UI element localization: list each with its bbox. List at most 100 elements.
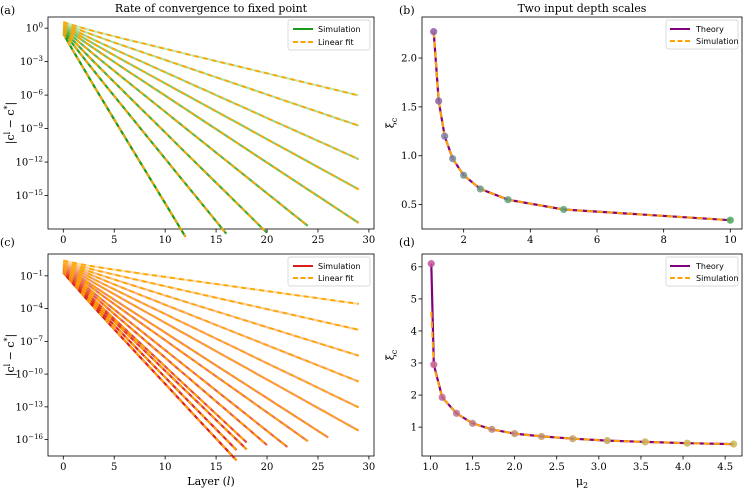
- linear-fit-line: [62, 272, 238, 462]
- linear-fit-line: [62, 30, 227, 235]
- panel-d-legend-sim-label: Simulation: [696, 274, 739, 283]
- data-point: [729, 440, 738, 448]
- panel-b-plot-area: [430, 28, 734, 224]
- x-tick-label: 5: [111, 462, 117, 473]
- data-point: [441, 132, 449, 140]
- simulation-line: [62, 25, 360, 224]
- x-tick-label: 4.5: [717, 462, 733, 473]
- data-point: [569, 435, 577, 443]
- panel-c-legend: Simulation Linear fit: [287, 256, 371, 287]
- data-point: [468, 419, 477, 427]
- data-point: [641, 438, 649, 446]
- data-point: [427, 260, 435, 268]
- data-point: [560, 205, 568, 214]
- data-point: [488, 425, 496, 433]
- panel-b-legend-sim-label: Simulation: [696, 37, 739, 46]
- y-tick-label: 10−1: [20, 269, 43, 282]
- linear-fit-line: [62, 261, 360, 409]
- panel-b-ylabel: ξc: [384, 117, 399, 128]
- panel-b-title: Two input depth scales: [518, 2, 647, 15]
- x-tick-label: 10: [724, 235, 737, 246]
- panel-a-title: Rate of convergence to fixed point: [115, 2, 308, 15]
- panel-b-legend-theory-label: Theory: [695, 25, 724, 34]
- y-tick-label: 3: [411, 359, 417, 370]
- linear-fit-line: [62, 23, 360, 161]
- x-tick-label: 25: [312, 462, 325, 473]
- linear-fit-line: [62, 269, 248, 451]
- linear-fit-line: [62, 33, 187, 238]
- y-tick-label: 5: [411, 294, 417, 305]
- y-tick-label: 1: [411, 423, 417, 434]
- y-tick-label: 10−9: [20, 122, 43, 135]
- y-tick-label: 1.0: [401, 151, 417, 162]
- y-tick-label: 10−15: [15, 189, 43, 202]
- simulation-line: [432, 31, 731, 222]
- panel-a-x-ticks: 0 5 10 15 20 25 30: [60, 229, 375, 246]
- panel-c-plot-area: [62, 259, 360, 462]
- y-tick-label: 0.5: [401, 200, 417, 211]
- y-tick-label: 10−7: [20, 335, 43, 348]
- linear-fit-line: [62, 267, 268, 446]
- x-tick-label: 2.5: [549, 462, 565, 473]
- panel-d-plot-area: [427, 260, 738, 448]
- y-tick-label: 100: [26, 22, 43, 35]
- panel-a-axes-frame: [47, 16, 375, 230]
- x-tick-label: 0: [60, 235, 66, 246]
- x-tick-label: 4.0: [675, 462, 691, 473]
- panel-b-legend-box: [665, 19, 739, 50]
- panel-a-ylabel: |cl − c*|: [3, 102, 18, 145]
- panel-d-legend: Theory Simulation: [665, 256, 739, 287]
- panel-b-axes-frame: [421, 16, 743, 230]
- panel-b-label: (b): [399, 4, 415, 17]
- x-tick-label: 30: [363, 235, 376, 246]
- linear-fit-line: [62, 261, 360, 383]
- y-tick-label: 10−16: [15, 433, 43, 446]
- y-tick-label: 4: [411, 326, 417, 337]
- y-tick-label: 2.0: [401, 54, 417, 65]
- x-tick-label: 6: [594, 235, 600, 246]
- x-tick-label: 15: [210, 235, 223, 246]
- y-tick-label: 10−3: [20, 55, 43, 68]
- panel-c-label: (c): [0, 236, 15, 249]
- x-tick-label: 2.0: [507, 462, 523, 473]
- panel-d-axes-frame: [421, 253, 743, 457]
- panel-d-y-ticks: 1 2 3 4 5 6: [411, 262, 422, 434]
- panel-a-y-ticks: 100 10−3 10−6 10−9 10−12 10−15: [15, 22, 48, 202]
- x-tick-label: 25: [312, 235, 325, 246]
- x-tick-label: 3.0: [591, 462, 607, 473]
- x-tick-label: 4: [527, 235, 533, 246]
- data-point: [476, 185, 484, 193]
- panel-a: (a) Rate of convergence to fixed point |…: [0, 2, 375, 246]
- panel-a-legend-fit-label: Linear fit: [318, 38, 354, 47]
- x-tick-label: 15: [210, 462, 223, 473]
- y-tick-label: 10−6: [20, 89, 44, 102]
- panel-c-y-ticks: 10−1 10−4 10−7 10−10 10−13 10−16: [15, 269, 48, 446]
- x-tick-label: 0: [60, 462, 66, 473]
- linear-fit-line: [62, 22, 359, 127]
- y-tick-label: 10−12: [15, 156, 43, 169]
- data-point: [449, 155, 457, 163]
- linear-fit-line: [62, 260, 359, 357]
- x-tick-label: 1.5: [465, 462, 481, 473]
- linear-fit-line: [62, 263, 360, 432]
- data-point: [430, 28, 438, 36]
- panel-d-legend-box: [665, 256, 739, 287]
- data-point: [537, 432, 546, 441]
- simulation-line: [430, 311, 734, 446]
- x-tick-label: 8: [660, 235, 666, 246]
- y-tick-label: 10−4: [20, 302, 44, 315]
- panel-d: (d) ξc μ2 1.0 1.5 2.0 2.5 3.0 3.5 4.0 4.5 1 2 3 4 5…: [384, 236, 743, 490]
- y-tick-label: 10−10: [15, 368, 43, 381]
- panel-a-plot-area: [62, 20, 360, 238]
- theory-line: [430, 263, 734, 446]
- panel-c-axes-frame: [47, 253, 375, 457]
- x-tick-label: 2: [460, 235, 466, 246]
- panel-b: (b) Two input depth scales ξc 2 4 6 8 10 0.5…: [384, 2, 743, 246]
- x-tick-label: 1.0: [422, 462, 438, 473]
- data-point: [603, 437, 611, 445]
- data-point: [430, 361, 438, 369]
- panel-d-ylabel: ξc: [384, 349, 399, 360]
- data-point: [438, 393, 446, 401]
- panel-c: (c) |cl − c*| Layer (l) 0 5 10 15 20 25 30 10−…: [0, 236, 375, 488]
